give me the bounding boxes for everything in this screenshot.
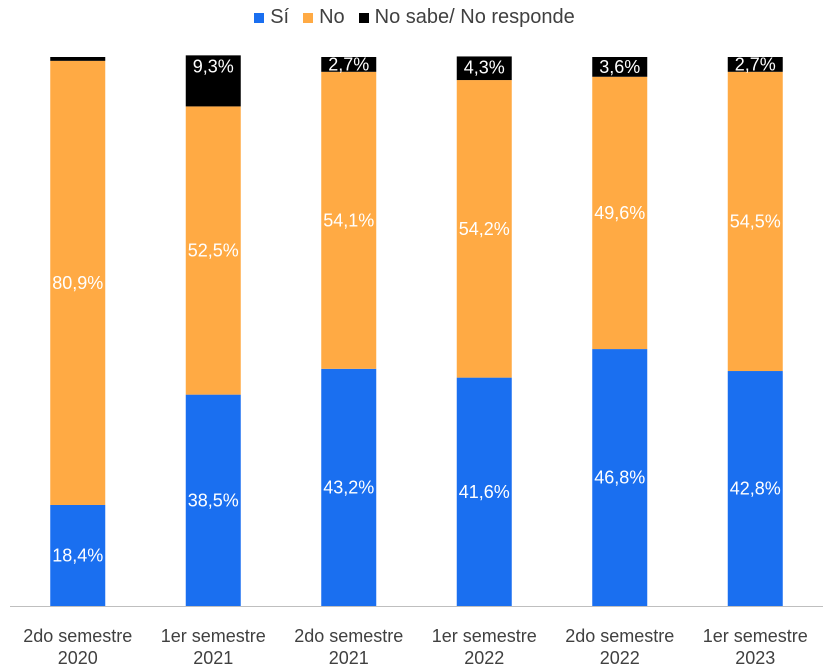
- data-label: 3,6%: [599, 57, 640, 77]
- legend-item: Sí: [254, 6, 289, 29]
- data-label: 46,8%: [594, 468, 645, 488]
- data-label: 54,5%: [730, 211, 781, 231]
- data-label: 2,7%: [735, 54, 776, 74]
- x-tick-label: 2021: [193, 648, 233, 667]
- legend-item: No: [303, 6, 345, 29]
- bar-segment: [321, 71, 377, 369]
- legend: Sí No No sabe/ No responde: [0, 6, 829, 29]
- data-label: 54,2%: [459, 219, 510, 239]
- x-tick-label: 2021: [329, 648, 369, 667]
- bar-segment: [727, 57, 783, 72]
- legend-label: No: [319, 6, 345, 28]
- bar-segment: [50, 60, 106, 505]
- x-tick-label: 2023: [735, 648, 775, 667]
- data-label: 18,4%: [52, 545, 103, 565]
- x-tick-label: 1er semestre: [432, 626, 537, 646]
- bar-segment: [592, 76, 648, 350]
- x-tick-label: 2do semestre: [23, 626, 132, 646]
- bar-segment: [185, 394, 241, 606]
- x-tick-label: 2do semestre: [294, 626, 403, 646]
- data-label: 38,5%: [188, 490, 239, 510]
- x-tick-label: 1er semestre: [703, 626, 808, 646]
- data-label: 41,6%: [459, 482, 510, 502]
- bar-segment: [456, 56, 512, 81]
- bar-segment: [456, 377, 512, 606]
- data-label: 2,7%: [328, 54, 369, 74]
- legend-label: Sí: [270, 6, 290, 28]
- bar-segment: [592, 349, 648, 606]
- x-tick-label: 1er semestre: [161, 626, 266, 646]
- data-label: 4,3%: [464, 57, 505, 77]
- data-label: 80,9%: [52, 273, 103, 293]
- data-label: 9,3%: [193, 56, 234, 76]
- x-tick-label: 2022: [464, 648, 504, 667]
- x-tick-label: 2022: [600, 648, 640, 667]
- bar-segment: [592, 57, 648, 77]
- bar-segment: [321, 368, 377, 606]
- legend-swatch: [303, 12, 314, 23]
- data-label: 54,1%: [323, 210, 374, 230]
- bar-segment: [50, 504, 106, 606]
- legend-swatch: [358, 12, 369, 23]
- data-label: 52,5%: [188, 241, 239, 261]
- bar-segment: [321, 57, 377, 72]
- data-label: 43,2%: [323, 477, 374, 497]
- bar-segment: [456, 80, 512, 378]
- bar-segment: [50, 57, 106, 61]
- bar-segment: [727, 371, 783, 606]
- data-label: 49,6%: [594, 203, 645, 223]
- bar-segment: [185, 106, 241, 395]
- bar-segment: [185, 55, 241, 107]
- bar-segment: [727, 71, 783, 372]
- legend-swatch: [254, 12, 265, 23]
- x-tick-label: 2do semestre: [565, 626, 674, 646]
- x-tick-label: 2020: [58, 648, 98, 667]
- data-label: 42,8%: [730, 479, 781, 499]
- legend-item: No sabe/ No responde: [358, 6, 575, 29]
- legend-label: No sabe/ No responde: [374, 6, 575, 28]
